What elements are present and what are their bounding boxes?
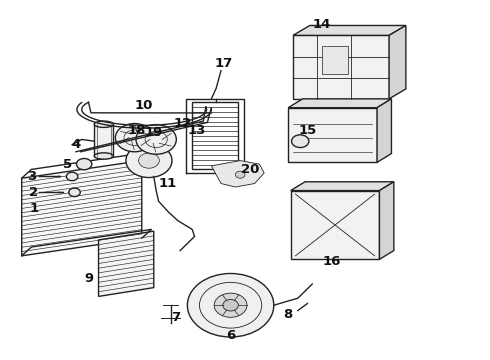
Text: 16: 16 <box>322 255 341 267</box>
Polygon shape <box>98 231 154 296</box>
Text: 17: 17 <box>214 57 233 70</box>
Text: 6: 6 <box>226 329 235 342</box>
Circle shape <box>292 135 309 148</box>
Circle shape <box>69 188 80 197</box>
Text: 10: 10 <box>135 99 153 112</box>
Polygon shape <box>379 182 394 259</box>
Polygon shape <box>211 161 264 187</box>
Text: 18: 18 <box>128 124 146 137</box>
Ellipse shape <box>94 121 113 127</box>
Polygon shape <box>293 26 406 35</box>
Text: 20: 20 <box>241 163 259 176</box>
Circle shape <box>115 123 154 152</box>
Circle shape <box>187 274 274 337</box>
Text: 5: 5 <box>63 158 72 171</box>
Bar <box>192 102 238 170</box>
Text: 1: 1 <box>29 202 38 215</box>
Text: 15: 15 <box>298 124 317 137</box>
Text: 14: 14 <box>313 18 331 31</box>
Text: 19: 19 <box>145 126 163 139</box>
Polygon shape <box>22 161 142 256</box>
Circle shape <box>126 144 172 177</box>
Circle shape <box>66 172 78 181</box>
Text: 4: 4 <box>72 138 80 151</box>
Polygon shape <box>288 99 392 108</box>
Bar <box>288 108 377 162</box>
Text: 7: 7 <box>171 311 180 324</box>
Text: 2: 2 <box>29 186 38 199</box>
Circle shape <box>223 300 238 311</box>
Polygon shape <box>389 26 406 99</box>
Text: 8: 8 <box>284 307 293 320</box>
Circle shape <box>136 125 176 154</box>
Text: 11: 11 <box>159 177 177 190</box>
Bar <box>291 190 379 259</box>
Circle shape <box>214 293 247 317</box>
Polygon shape <box>377 99 392 162</box>
Text: 3: 3 <box>26 170 36 183</box>
Polygon shape <box>291 182 394 190</box>
Bar <box>293 35 389 99</box>
Circle shape <box>76 158 92 170</box>
Circle shape <box>235 171 245 178</box>
Text: 13: 13 <box>188 124 206 137</box>
Circle shape <box>139 153 159 168</box>
Text: 12: 12 <box>173 117 192 130</box>
Bar <box>94 124 113 156</box>
Ellipse shape <box>94 153 113 159</box>
Text: 9: 9 <box>84 272 94 285</box>
Bar <box>322 46 348 74</box>
